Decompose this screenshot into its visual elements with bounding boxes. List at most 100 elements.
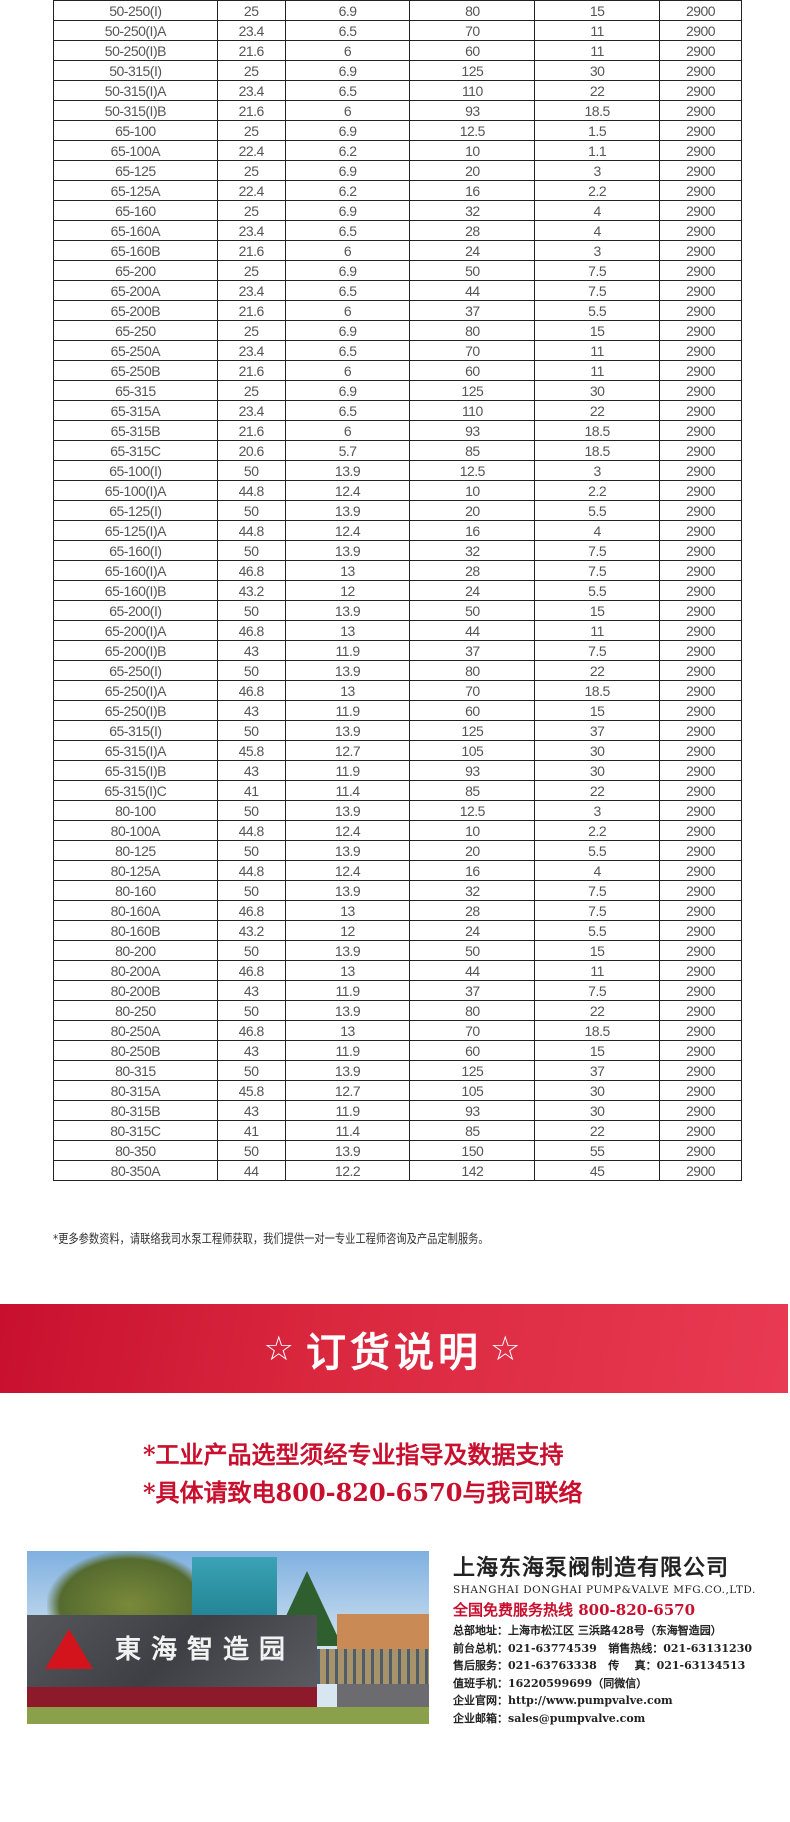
- table-cell: 70: [409, 680, 536, 701]
- table-cell: 80-315B: [53, 1100, 218, 1121]
- table-row: 65-125(I) 50 13.9 20 5.5 2900: [53, 500, 742, 521]
- table-cell: 28: [409, 900, 536, 921]
- table-cell: 80-100: [53, 800, 218, 821]
- table-cell: 43.2: [216, 580, 286, 601]
- table-cell: 65-125(I)A: [53, 520, 218, 541]
- table-cell: 6.2: [284, 140, 411, 161]
- table-cell: 11.9: [284, 1100, 411, 1121]
- table-cell: 2900: [659, 280, 742, 301]
- table-cell: 43: [216, 1040, 286, 1061]
- table-cell: 2900: [659, 540, 742, 561]
- table-cell: 2900: [659, 560, 742, 581]
- table-cell: 15: [534, 700, 661, 721]
- table-cell: 21.6: [216, 300, 286, 321]
- table-cell: 23.4: [216, 280, 286, 301]
- table-row: 65-315 25 6.9 125 30 2900: [53, 380, 742, 401]
- table-cell: 50: [216, 840, 286, 861]
- table-cell: 44: [409, 280, 536, 301]
- table-cell: 85: [409, 780, 536, 801]
- table-cell: 5.5: [534, 580, 661, 601]
- table-cell: 12.7: [284, 740, 411, 761]
- table-row: 50-250(I) 25 6.9 80 15 2900: [53, 0, 742, 21]
- table-cell: 11.4: [284, 780, 411, 801]
- table-cell: 25: [216, 380, 286, 401]
- table-cell: 3: [534, 800, 661, 821]
- table-cell: 13: [284, 1020, 411, 1041]
- table-cell: 50: [409, 600, 536, 621]
- table-row: 65-200B 21.6 6 37 5.5 2900: [53, 300, 742, 321]
- table-cell: 16: [409, 520, 536, 541]
- table-cell: 18.5: [534, 420, 661, 441]
- table-cell: 6.5: [284, 220, 411, 241]
- table-cell: 43: [216, 700, 286, 721]
- table-cell: 44.8: [216, 820, 286, 841]
- table-cell: 2900: [659, 500, 742, 521]
- table-row: 50-250(I)A 23.4 6.5 70 11 2900: [53, 20, 742, 41]
- table-cell: 13.9: [284, 1140, 411, 1161]
- table-cell: 50-315(I)A: [53, 80, 218, 101]
- table-cell: 65-200(I)B: [53, 640, 218, 661]
- table-cell: 30: [534, 1080, 661, 1101]
- table-cell: 20: [409, 500, 536, 521]
- table-cell: 50: [216, 540, 286, 561]
- table-cell: 13.9: [284, 880, 411, 901]
- table-cell: 11.9: [284, 980, 411, 1001]
- table-row: 65-250A 23.4 6.5 70 11 2900: [53, 340, 742, 361]
- table-cell: 50-250(I)B: [53, 40, 218, 61]
- table-cell: 2900: [659, 460, 742, 481]
- table-cell: 65-315(I)B: [53, 760, 218, 781]
- table-row: 80-200A 46.8 13 44 11 2900: [53, 960, 742, 981]
- table-cell: 11: [534, 20, 661, 41]
- table-cell: 125: [409, 380, 536, 401]
- table-cell: 85: [409, 440, 536, 461]
- table-cell: 2900: [659, 660, 742, 681]
- table-cell: 65-200(I)A: [53, 620, 218, 641]
- table-cell: 46.8: [216, 900, 286, 921]
- website-link[interactable]: 企业官网：http://www.pumpvalve.com: [453, 1694, 673, 1707]
- table-cell: 65-315A: [53, 400, 218, 421]
- table-row: 65-125(I)A 44.8 12.4 16 4 2900: [53, 520, 742, 541]
- table-cell: 50: [216, 660, 286, 681]
- email-link[interactable]: 企业邮箱：sales@pumpvalve.com: [453, 1711, 646, 1725]
- table-cell: 10: [409, 820, 536, 841]
- table-row: 80-315 50 13.9 125 37 2900: [53, 1060, 742, 1081]
- table-cell: 15: [534, 940, 661, 961]
- table-cell: 2900: [659, 680, 742, 701]
- table-cell: 65-250A: [53, 340, 218, 361]
- table-cell: 2900: [659, 340, 742, 361]
- table-cell: 18.5: [534, 440, 661, 461]
- table-cell: 6.9: [284, 120, 411, 141]
- table-cell: 6.5: [284, 400, 411, 421]
- table-cell: 2900: [659, 240, 742, 261]
- table-cell: 25: [216, 0, 286, 21]
- table-cell: 50: [409, 260, 536, 281]
- table-cell: 2900: [659, 300, 742, 321]
- table-cell: 50: [216, 500, 286, 521]
- table-row: 80-125 50 13.9 20 5.5 2900: [53, 840, 742, 861]
- table-cell: 6.5: [284, 80, 411, 101]
- table-cell: 60: [409, 360, 536, 381]
- table-cell: 6.9: [284, 160, 411, 181]
- table-cell: 13.9: [284, 840, 411, 861]
- table-cell: 2900: [659, 1060, 742, 1081]
- table-cell: 50: [216, 940, 286, 961]
- table-cell: 7.5: [534, 540, 661, 561]
- table-cell: 150: [409, 1140, 536, 1161]
- table-cell: 105: [409, 740, 536, 761]
- table-cell: 2900: [659, 520, 742, 541]
- table-cell: 23.4: [216, 220, 286, 241]
- table-cell: 7.5: [534, 980, 661, 1001]
- table-row: 65-315C 20.6 5.7 85 18.5 2900: [53, 440, 742, 461]
- table-cell: 43: [216, 980, 286, 1001]
- table-cell: 2900: [659, 580, 742, 601]
- star-icon: ☆: [263, 1328, 298, 1369]
- table-row: 80-160 50 13.9 32 7.5 2900: [53, 880, 742, 901]
- table-cell: 80-160A: [53, 900, 218, 921]
- table-row: 80-100 50 13.9 12.5 3 2900: [53, 800, 742, 821]
- company-name-en: SHANGHAI DONGHAI PUMP&VALVE MFG.CO.,LTD.: [453, 1584, 756, 1596]
- table-cell: 10: [409, 480, 536, 501]
- table-row: 65-160(I)B 43.2 12 24 5.5 2900: [53, 580, 742, 601]
- table-row: 65-100 25 6.9 12.5 1.5 2900: [53, 120, 742, 141]
- table-row: 80-160B 43.2 12 24 5.5 2900: [53, 920, 742, 941]
- table-row: 65-315(I) 50 13.9 125 37 2900: [53, 720, 742, 741]
